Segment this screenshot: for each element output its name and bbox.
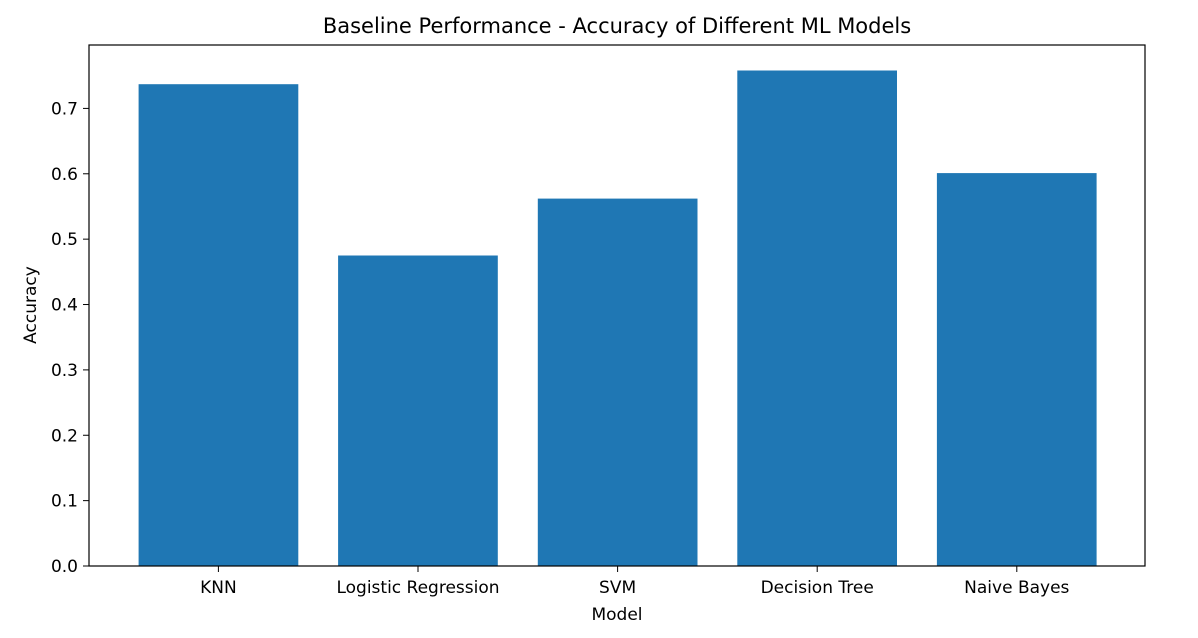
y-tick-label: 0.5: [51, 230, 78, 250]
y-tick-label: 0.2: [51, 426, 78, 446]
chart-title: Baseline Performance - Accuracy of Diffe…: [323, 14, 911, 38]
y-axis: 0.0 0.1 0.2 0.3 0.4 0.5 0.6 0.7: [51, 99, 89, 577]
plot-frame: [88, 44, 1146, 567]
bar-logistic-regression: [338, 255, 498, 566]
y-tick-label: 0.1: [51, 492, 78, 512]
x-tick-label: SVM: [599, 578, 636, 598]
y-tick-label: 0.6: [51, 165, 78, 185]
y-tick-label: 0.3: [51, 361, 78, 381]
bar-svm: [537, 198, 698, 566]
x-tick-label: Logistic Regression: [336, 578, 499, 598]
bar-decision-tree: [737, 70, 897, 566]
x-tick-label: Naive Bayes: [964, 578, 1069, 598]
y-tick-label: 0.0: [51, 557, 78, 577]
bars-layer: [138, 70, 1097, 566]
y-tick-label: 0.4: [51, 296, 78, 316]
x-axis-label: Model: [591, 605, 642, 625]
bar-naive-bayes: [936, 173, 1097, 566]
x-axis: KNN Logistic Regression SVM Decision Tree Na…: [200, 566, 1070, 598]
y-tick-label: 0.7: [51, 99, 78, 119]
x-tick-label: Decision Tree: [761, 578, 874, 598]
x-tick-label: KNN: [200, 578, 237, 598]
bar-knn: [138, 84, 299, 566]
y-axis-label: Accuracy: [21, 266, 41, 344]
